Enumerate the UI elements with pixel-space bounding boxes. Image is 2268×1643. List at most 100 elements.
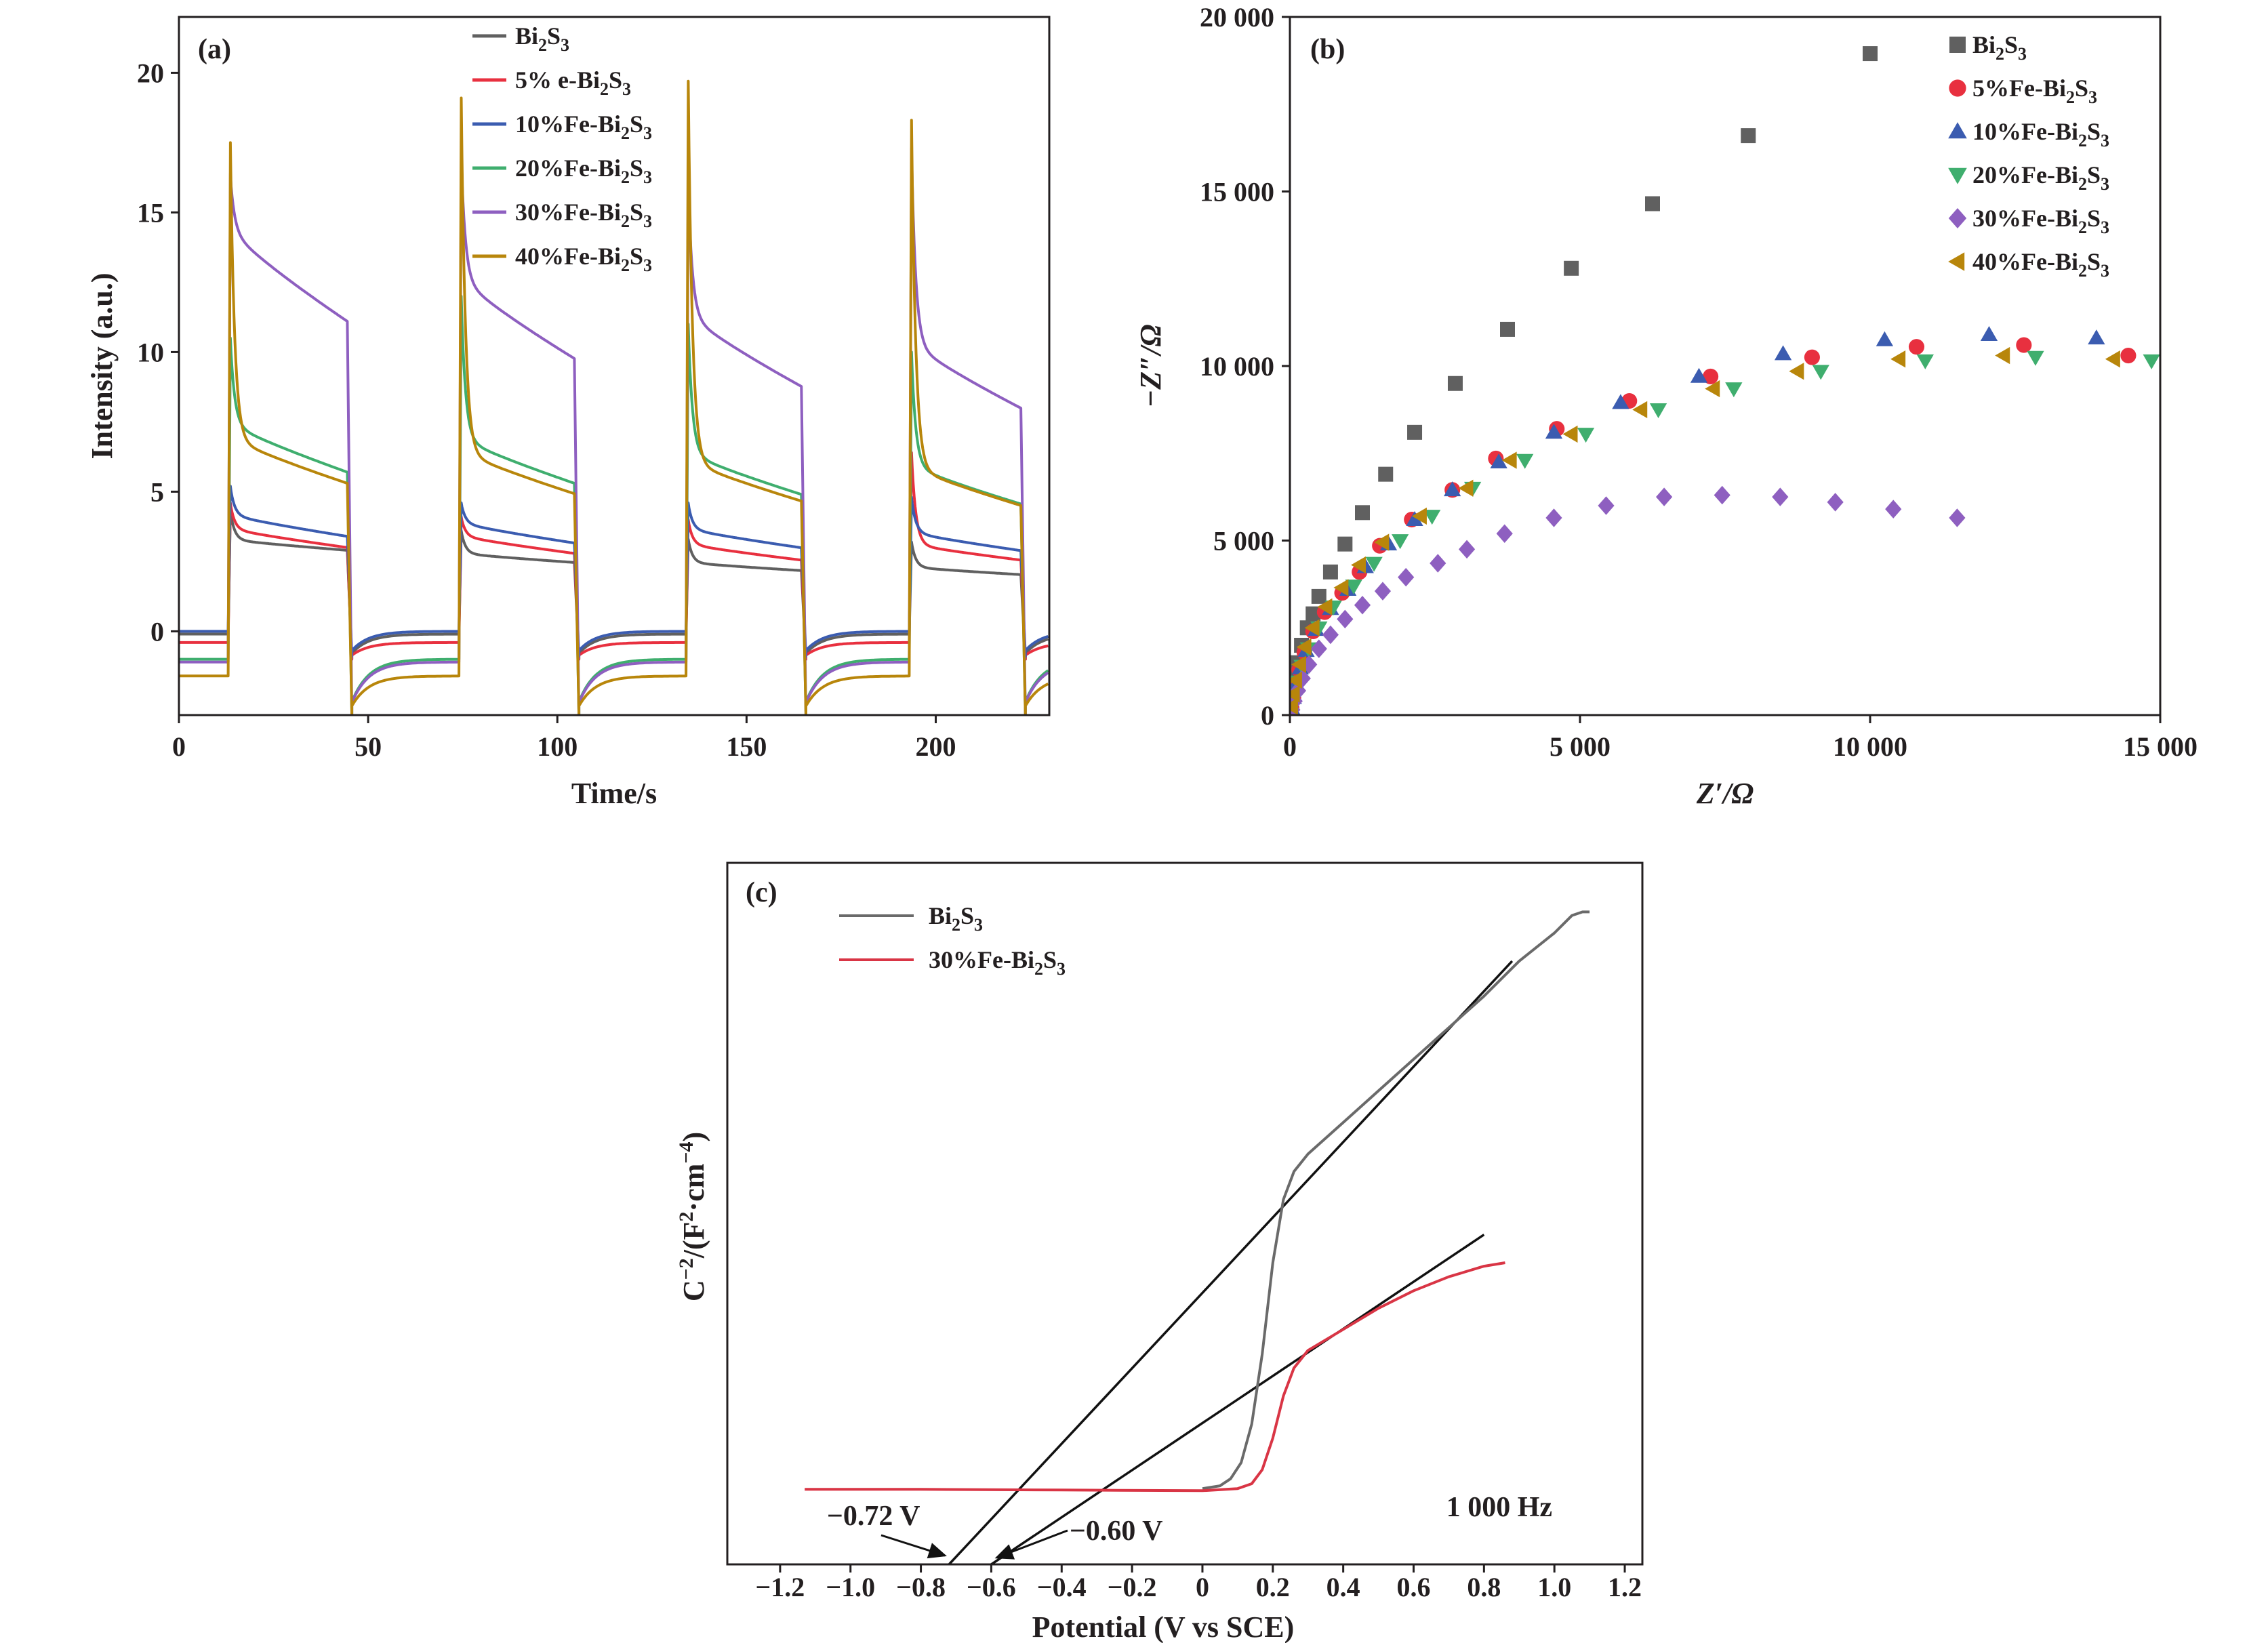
panel-b-data-point-3 (1516, 453, 1534, 469)
panel-b-data-point-0 (1863, 46, 1878, 62)
panel-b-data-point-0 (1741, 128, 1756, 144)
panel-a-y-tick-label: 20 (137, 58, 164, 88)
panel-c-fit-line-0 (948, 960, 1514, 1564)
panel-b-data-point-4 (1598, 496, 1615, 515)
panel-b-data-point-0 (1645, 196, 1660, 211)
panel-c-fit-line-1 (990, 1234, 1485, 1564)
panel-b-data-point-5 (1890, 350, 1906, 368)
panel-c-axes: −1.2 −1.0 −0.8 −0.6 −0.4 −0.2 0 0.2 0.4 0.6 0.8 1.0… (755, 1564, 1642, 1602)
panel-c-series-line-1 (805, 1261, 1505, 1493)
panel-b-legend-marker-5 (1948, 252, 1965, 271)
annotation-label-0: −0.72 V (827, 1501, 920, 1532)
panel-c-x-tick-label: −0.6 (967, 1572, 1016, 1602)
panel-b-data-point-4 (1949, 508, 1966, 527)
panel-c-y-axis-label: C−2/(F2·cm−4) (675, 1132, 710, 1301)
panel-b-data-point-4 (1545, 508, 1562, 527)
panel-a-legend-label-1: 5% e-Bi2S3 (515, 66, 631, 99)
panel-b-data-point-5 (1705, 380, 1720, 398)
panel-b-legend-marker-2 (1948, 122, 1967, 139)
panel-b-data-point-0 (1378, 466, 1394, 482)
panel-b-data-point-5 (1290, 697, 1298, 715)
panel-b-data-point-2 (1490, 453, 1507, 468)
panel-a-y-tick-label: 15 (137, 197, 164, 228)
panel-b-y-tick-label: 5 000 (1213, 526, 1274, 556)
panel-b-data-point-3 (1345, 580, 1362, 595)
panel-b-data-point-1 (1804, 349, 1820, 365)
panel-a-axes: 0 50 100 150 200 0 5 10 15 20 (137, 58, 956, 762)
panel-a-x-tick-label: 0 (172, 731, 186, 762)
panel-b-data-point-5 (1632, 401, 1648, 419)
panel-b-data-point-5 (1291, 655, 1306, 673)
panel-b-data-point-0 (1564, 260, 1579, 276)
panel-b-y-tick-label: 0 (1261, 700, 1274, 731)
panel-b-data-point-5 (1411, 507, 1427, 525)
panel-b-axes: 0 5 000 10 000 15 000 0 5 000 10 000 15 000 20 0… (1200, 2, 2198, 762)
panel-b-data-point-4 (1772, 487, 1789, 506)
panel-b-x-tick-label: 10 000 (1833, 731, 1907, 762)
frequency-label: 1 000 Hz (1446, 1492, 1552, 1523)
panel-a-x-tick-label: 100 (537, 731, 578, 762)
panel-a-y-tick-label: 10 (137, 337, 164, 367)
panel-b-data-point-1 (1908, 339, 1925, 355)
panel-b-data-point-5 (1290, 671, 1302, 689)
panel-b-data-point-4 (1398, 567, 1415, 587)
panel-b-data-point-0 (1311, 588, 1327, 604)
panel-c-x-tick-label: −0.2 (1108, 1572, 1157, 1602)
panel-b-legend-marker-4 (1948, 208, 1967, 228)
panel-c-plot-area (805, 910, 1590, 1564)
panel-b-data-point-5 (1317, 598, 1333, 615)
panel-c-x-tick-label: 0 (1196, 1572, 1209, 1602)
panel-b-x-tick-label: 0 (1283, 731, 1297, 762)
panel-a-label: (a) (198, 34, 231, 65)
panel-a-chart: 0 50 100 150 200 0 5 10 15 20 (a) Time/s Intensit… (85, 16, 1051, 810)
panel-b-data-point-2 (1444, 481, 1461, 497)
panel-b-legend-label-0: Bi2S3 (1972, 31, 2027, 64)
panel-b-data-point-3 (1812, 365, 1829, 380)
panel-b-data-point-1 (1703, 368, 1719, 384)
panel-b-data-point-2 (1690, 367, 1708, 383)
panel-b-data-point-4 (1885, 500, 1902, 519)
panel-a-x-tick-label: 50 (355, 731, 382, 762)
panel-c-x-tick-label: −0.4 (1037, 1572, 1087, 1602)
annotation-arrow-0 (880, 1534, 947, 1559)
panel-c-label: (c) (746, 877, 777, 908)
panel-b-data-point-3 (2027, 350, 2044, 366)
panel-b-data-point-4 (1374, 582, 1392, 601)
panel-c-x-tick-label: −1.0 (826, 1572, 875, 1602)
panel-c-series-line-0 (1202, 910, 1590, 1490)
panel-b-data-point-3 (1916, 354, 1934, 369)
panel-b-data-point-4 (1496, 524, 1513, 543)
annotation-label-1: −0.60 V (1070, 1516, 1163, 1547)
panel-b-data-point-1 (2016, 337, 2032, 353)
panel-b-legend-marker-1 (1949, 79, 1966, 97)
panel-b-data-point-1 (2120, 348, 2137, 364)
panel-a-series-line-1 (179, 451, 1049, 661)
panel-a-series-line-5 (179, 79, 1049, 715)
panel-b-data-point-5 (1789, 363, 1804, 380)
panel-c-x-axis-label: Potential (V vs SCE) (1032, 1610, 1295, 1643)
panel-b-data-point-5 (1304, 619, 1320, 636)
panel-b-data-point-3 (1725, 382, 1743, 398)
panel-c-x-tick-label: −1.2 (755, 1572, 805, 1602)
panel-b-data-point-5 (1296, 638, 1312, 656)
panel-a-series-line-2 (179, 485, 1049, 658)
panel-a-series-line-4 (179, 146, 1049, 715)
panel-b-data-point-4 (1322, 625, 1339, 645)
panel-a-x-tick-label: 150 (726, 731, 767, 762)
panel-b-data-point-5 (1351, 556, 1366, 574)
panel-c-legend-label-1: 30%Fe-Bi2S3 (929, 946, 1066, 979)
panel-b-y-tick-label: 15 000 (1200, 177, 1274, 207)
panel-b-data-point-0 (1355, 505, 1370, 521)
panel-b-data-point-4 (1458, 540, 1476, 559)
panel-a-legend-label-3: 20%Fe-Bi2S3 (515, 155, 652, 187)
panel-a-y-axis-label: Intensity (a.u.) (85, 272, 119, 459)
panel-b-data-point-0 (1337, 536, 1353, 552)
panel-b-data-point-2 (1612, 394, 1629, 409)
panel-b-data-point-3 (1649, 403, 1667, 419)
panel-b-data-point-3 (1423, 510, 1441, 525)
panel-b-data-point-4 (1310, 639, 1327, 658)
panel-b-data-point-4 (1354, 596, 1371, 615)
panel-b-y-tick-label: 20 000 (1200, 2, 1274, 33)
panel-b-x-tick-label: 5 000 (1550, 731, 1611, 762)
